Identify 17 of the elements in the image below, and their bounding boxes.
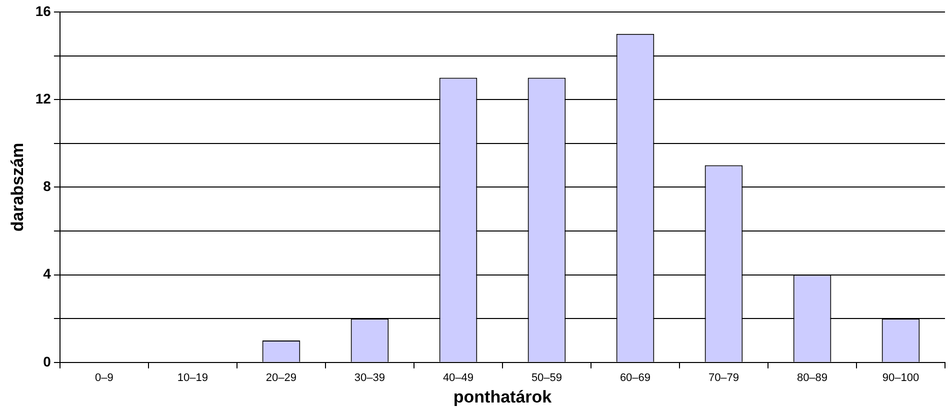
y-axis-title: darabszám [8, 142, 27, 232]
x-tick-label: 80–89 [796, 372, 828, 384]
x-tick-label: 90–100 [882, 372, 920, 384]
x-tick-label: 0–9 [95, 372, 114, 384]
x-tick-label: 70–79 [708, 372, 740, 384]
y-tick-label: 8 [43, 178, 52, 194]
x-tick-label: 40–49 [442, 372, 474, 384]
x-tick-label: 60–69 [620, 372, 651, 384]
x-tick-label: 30–39 [354, 372, 386, 384]
x-tick-label: 10–19 [177, 372, 208, 384]
y-tick-label: 0 [43, 353, 52, 370]
y-tick-label: 12 [35, 90, 52, 106]
y-tick-label: 16 [35, 2, 52, 19]
y-tick-label: 4 [43, 266, 52, 282]
x-axis-title: ponthatárok [453, 387, 552, 406]
x-tick-label: 50–59 [531, 372, 562, 384]
x-tick-label: 20–29 [266, 372, 297, 384]
